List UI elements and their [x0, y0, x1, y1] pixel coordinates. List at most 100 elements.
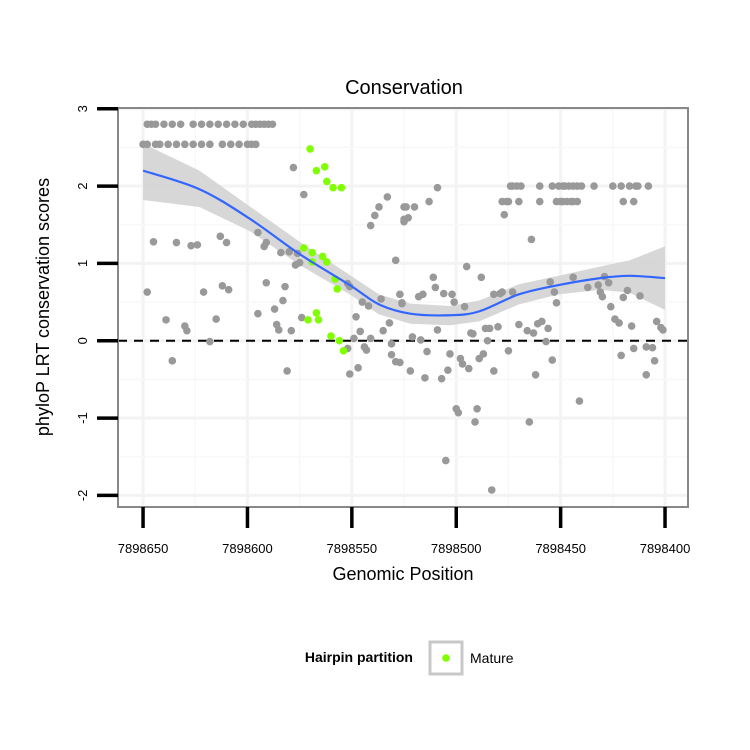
other-point [648, 343, 657, 352]
other-point [168, 120, 177, 129]
other-point [525, 418, 534, 426]
other-point [155, 140, 164, 149]
legend-title: Hairpin partition [305, 649, 413, 665]
other-point [433, 183, 442, 192]
other-point [371, 211, 379, 220]
other-point [410, 203, 419, 211]
other-point [206, 140, 214, 149]
other-point [619, 197, 628, 206]
x-axis-title: Genomic Position [332, 564, 473, 584]
mature-point [308, 248, 316, 257]
mature-point [304, 316, 312, 324]
other-point [364, 302, 373, 310]
other-point [224, 285, 233, 294]
other-point [444, 366, 452, 374]
legend-key-mature [442, 654, 450, 662]
other-point [197, 120, 206, 129]
other-point [550, 288, 559, 296]
mature-point [333, 285, 342, 293]
other-point [143, 140, 152, 149]
other-point [408, 333, 417, 341]
other-point [375, 203, 383, 211]
mature-point [314, 316, 323, 324]
y-tick-label: 1 [75, 260, 90, 267]
other-point [517, 182, 525, 190]
other-point [160, 120, 168, 129]
mature-point [335, 336, 344, 345]
mature-point [320, 162, 329, 171]
mature-point [300, 244, 308, 252]
other-point [216, 232, 225, 241]
other-point [287, 326, 296, 335]
other-point [431, 283, 440, 292]
other-point [254, 228, 262, 237]
y-tick-label: -2 [75, 490, 90, 502]
other-point [615, 319, 623, 327]
other-point [617, 351, 625, 360]
other-point [366, 221, 375, 230]
mature-point [337, 183, 346, 192]
other-point [356, 327, 364, 336]
other-point [164, 140, 172, 149]
other-point [398, 299, 406, 307]
other-point [404, 214, 413, 222]
other-point [421, 374, 429, 382]
other-point [429, 273, 438, 282]
other-point [385, 319, 394, 327]
other-point [583, 283, 592, 292]
other-point [485, 324, 494, 333]
other-point [214, 120, 223, 129]
smooth-trend-line [142, 169, 666, 317]
other-point [483, 336, 492, 345]
other-point [212, 315, 220, 323]
plot-panel [117, 107, 689, 508]
other-point [504, 347, 513, 355]
other-point [366, 334, 375, 343]
x-tick-label: 7898500 [431, 541, 482, 556]
other-point [423, 347, 431, 356]
other-point [490, 290, 498, 299]
other-point [297, 313, 306, 322]
chart-title: Conservation [345, 77, 463, 99]
other-point [172, 140, 181, 149]
x-tick-label: 7898400 [640, 541, 691, 556]
other-point [538, 317, 546, 326]
other-point [295, 258, 304, 267]
mature-point [339, 347, 348, 355]
mature-point [306, 145, 314, 153]
other-point [454, 408, 463, 417]
x-tick-label: 7898600 [222, 541, 273, 556]
other-point [362, 346, 371, 354]
other-point [535, 182, 544, 190]
other-point [235, 140, 243, 149]
other-point [636, 292, 644, 300]
other-point [448, 290, 456, 299]
other-point [206, 120, 214, 129]
other-point [391, 256, 400, 265]
other-point [609, 182, 617, 190]
other-point [473, 404, 481, 413]
other-point [387, 350, 396, 359]
other-point [281, 282, 289, 291]
other-point [345, 370, 354, 378]
legend: Hairpin partition Mature [305, 640, 514, 676]
other-point [515, 197, 523, 206]
other-point [433, 326, 442, 334]
other-point [569, 273, 577, 282]
mature-point [322, 177, 331, 186]
other-point [277, 248, 285, 257]
other-point [652, 317, 661, 326]
other-point [548, 182, 557, 190]
y-tick-label: 3 [75, 105, 90, 112]
other-point [446, 350, 454, 358]
other-point [252, 140, 260, 149]
other-point [544, 324, 552, 333]
other-point [617, 182, 625, 190]
other-point [352, 312, 360, 321]
mature-point [327, 332, 335, 340]
other-point [442, 456, 450, 465]
other-point [300, 190, 308, 199]
other-point [354, 364, 362, 372]
other-point [479, 350, 488, 358]
